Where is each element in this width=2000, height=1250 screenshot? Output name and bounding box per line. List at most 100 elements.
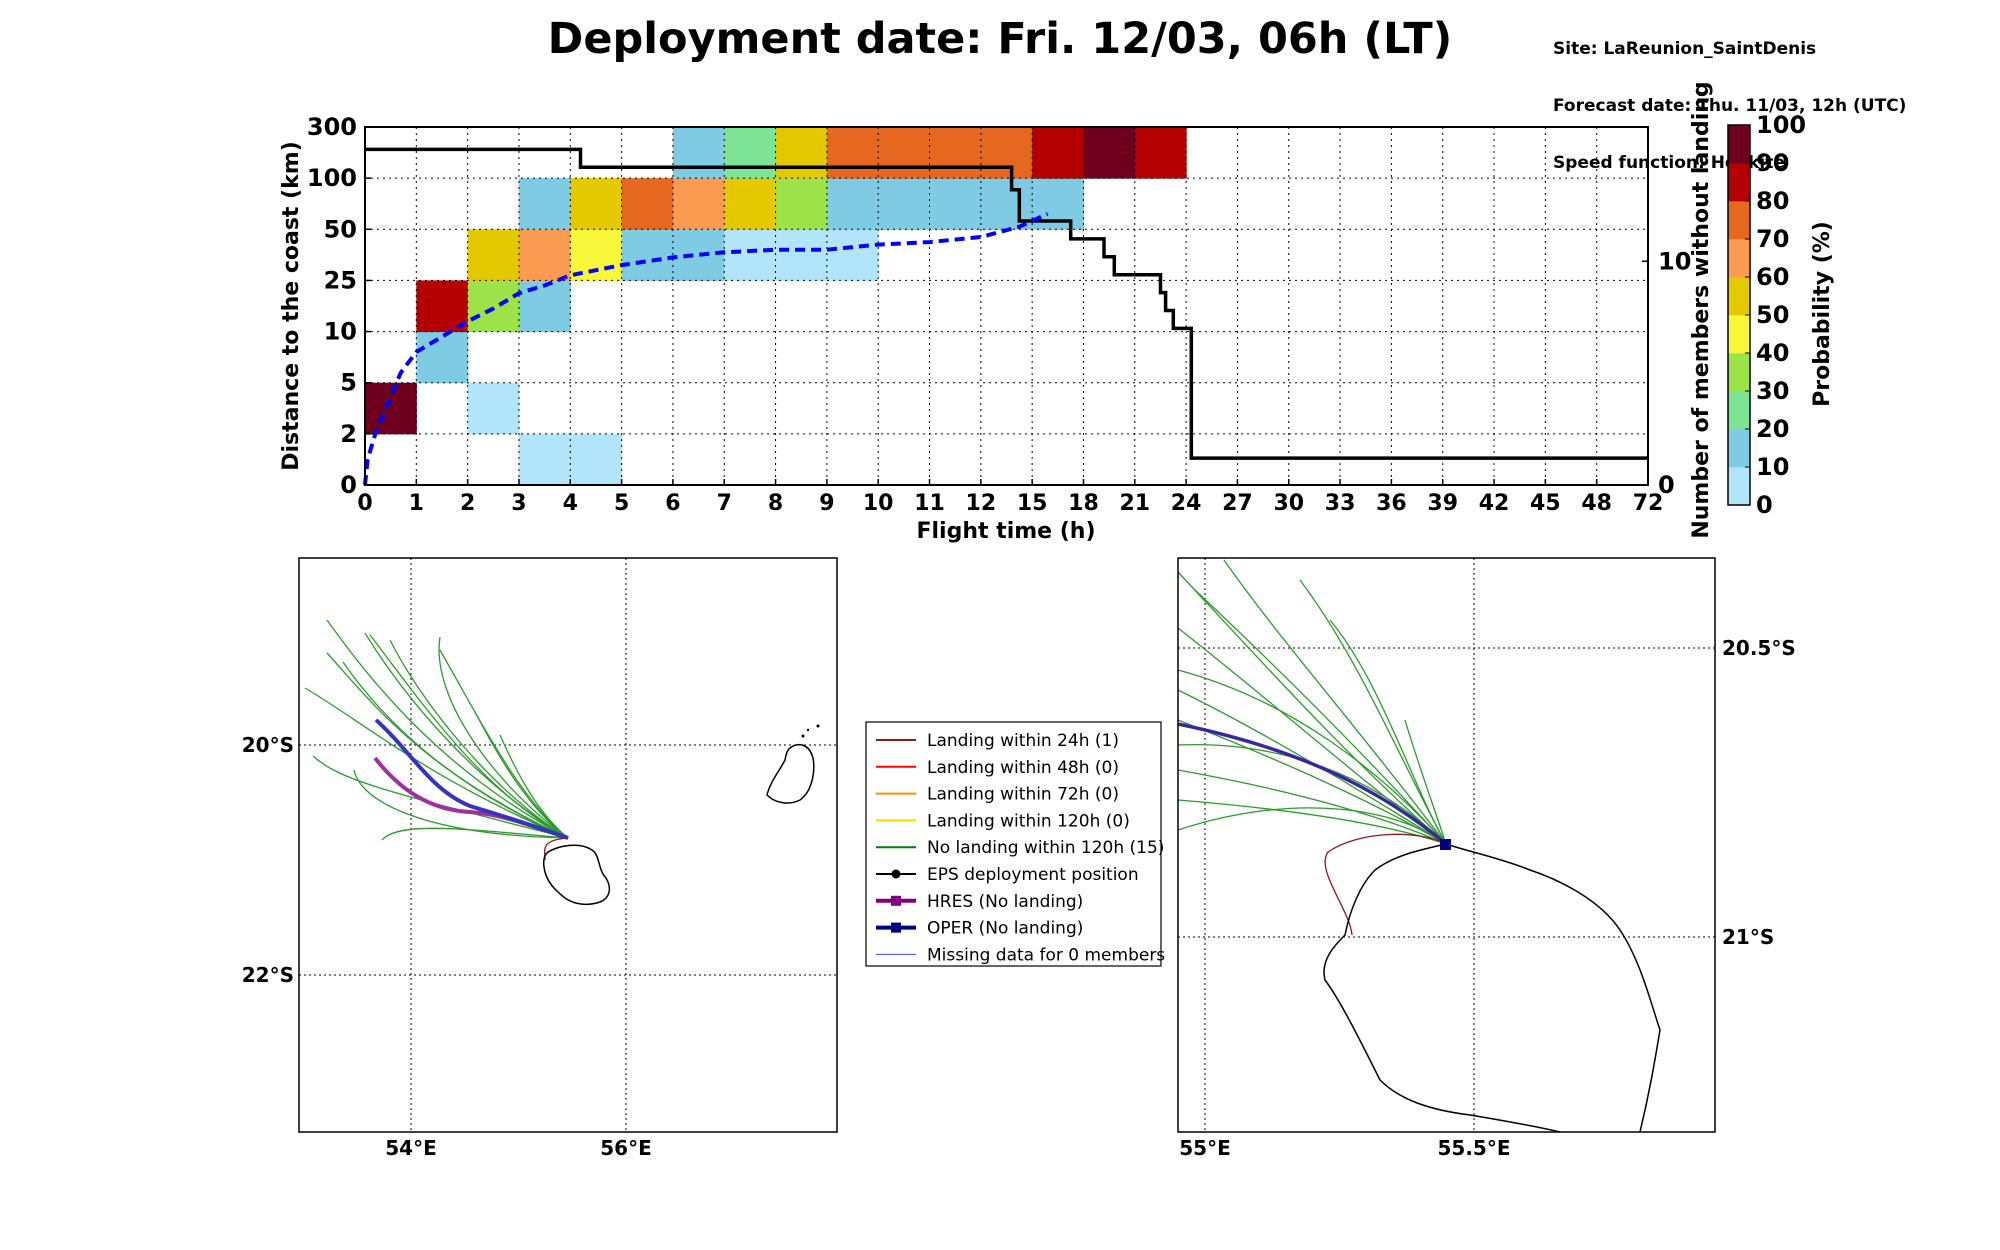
y-axis-label: Distance to the coast (km)	[279, 141, 304, 471]
legend-label: HRES (No landing)	[927, 892, 1083, 912]
legend-frame	[865, 721, 1162, 967]
heatmap-frame	[364, 126, 1649, 486]
x-tick-label: 15	[1017, 491, 1048, 516]
heatmap-grid	[365, 127, 1648, 485]
lon-tick-55: 55°E	[1179, 1136, 1231, 1160]
colorbar-tick-label: 0	[1756, 491, 1773, 519]
x-tick-label: 6	[665, 491, 680, 516]
colorbar-swatch	[1728, 467, 1750, 506]
heatmap-cell	[570, 178, 623, 230]
heatmap-cell	[724, 127, 777, 179]
heatmap-cell	[775, 229, 828, 281]
heatmap-cell	[416, 331, 469, 384]
landing-track	[544, 837, 569, 861]
zoom-ensemble-tracks	[1177, 559, 1447, 845]
heatmap-cell	[621, 178, 674, 230]
heatmap-cell	[775, 127, 828, 179]
legend-item: Landing within 48h (0)	[876, 758, 1119, 778]
lat-tick-22: 22°S	[242, 963, 294, 987]
legend-marker	[891, 895, 901, 906]
colorbar-swatch	[1728, 277, 1750, 316]
heatmap-cells	[365, 127, 1187, 486]
legend-item: Missing data for 0 members	[876, 945, 1165, 965]
heatmap-cell	[929, 178, 982, 230]
colorbar-swatch	[1728, 391, 1750, 430]
zoom-reunion-island	[1323, 843, 1661, 1133]
x-tick-label: 7	[717, 491, 732, 516]
legend-label: Landing within 120h (0)	[927, 811, 1130, 831]
heatmap-x-ticks: 0 1 2 3 4 5 6 7 8 9 10 11 12 15 18 21 24 27 30 33 36 39 42 45 48…	[357, 479, 1663, 516]
x-tick-label: 42	[1479, 491, 1510, 516]
lon-tick-55-5: 55.5°E	[1437, 1136, 1510, 1160]
colorbar-swatch	[1728, 239, 1750, 278]
legend-label: Landing within 48h (0)	[927, 758, 1119, 778]
colorbar-tick-label: 10	[1756, 453, 1789, 481]
heatmap-cell	[518, 229, 571, 281]
x-axis-label: Flight time (h)	[916, 519, 1095, 544]
heatmap-cell	[1032, 127, 1084, 179]
x-tick-label: 45	[1530, 491, 1561, 516]
heatmap-cell	[775, 178, 828, 230]
heatmap-cell	[826, 229, 879, 281]
heatmap-cell	[518, 280, 571, 333]
lon-tick-54: 54°E	[385, 1136, 437, 1160]
forecast-info: Site: LaReunion_SaintDenis Forecast date…	[1553, 2, 1906, 192]
page-title: Deployment date: Fri. 12/03, 06h (LT)	[547, 14, 1453, 64]
zoom-hres-track	[1177, 722, 1448, 846]
colorbar-tick-label: 70	[1756, 225, 1789, 253]
zoom-oper-track	[1177, 722, 1447, 846]
x-tick-label: 39	[1427, 491, 1458, 516]
heatmap-y2-ticks: 0 10	[1642, 247, 1691, 499]
legend-marker	[891, 869, 901, 879]
site-label: Site: LaReunion_SaintDenis	[1553, 39, 1817, 59]
heatmap-cell	[621, 229, 674, 281]
heatmap-series	[363, 147, 1648, 486]
heatmap-cell	[1134, 127, 1187, 179]
heatmap-cell	[467, 229, 520, 281]
x-tick-label: 4	[563, 491, 578, 516]
colorbar-swatch	[1728, 315, 1750, 354]
deployment-marker	[1440, 839, 1451, 850]
lat-tick-20: 20°S	[242, 733, 294, 757]
heatmap-cell	[365, 382, 417, 435]
x-tick-label: 72	[1633, 491, 1664, 516]
zoom-landing-track	[1324, 833, 1447, 936]
x-tick-label: 10	[863, 491, 894, 516]
y-tick-label: 0	[340, 471, 357, 499]
mauritius-island	[766, 743, 815, 804]
x-tick-label: 21	[1119, 491, 1150, 516]
colorbar-tick-label: 40	[1756, 339, 1789, 367]
heatmap-cell	[672, 178, 725, 230]
y-tick-label: 25	[324, 266, 357, 294]
colorbar-tick-label: 50	[1756, 301, 1789, 329]
heatmap-cell	[570, 433, 623, 486]
x-tick-label: 2	[460, 491, 475, 516]
heatmap-cell	[724, 229, 777, 281]
lon-tick-56: 56°E	[600, 1136, 652, 1160]
heatmap-cell	[826, 178, 879, 230]
x-tick-label: 48	[1581, 491, 1612, 516]
colorbar-swatch	[1728, 353, 1750, 392]
lat-tick-21: 21°S	[1722, 925, 1774, 949]
median-distance-line	[363, 212, 1049, 486]
heatmap-cell	[467, 280, 520, 333]
y-tick-label: 50	[324, 215, 357, 243]
legend-item: HRES (No landing)	[876, 892, 1083, 912]
heatmap-cell	[826, 127, 879, 179]
heatmap-cell	[878, 127, 931, 179]
x-tick-label: 27	[1222, 491, 1253, 516]
heatmap-cell	[724, 178, 777, 230]
x-tick-label: 0	[357, 491, 372, 516]
colorbar-tick-label: 20	[1756, 415, 1789, 443]
zoom-map: 55°E 55.5°E 20.5°S 21°S	[1177, 557, 1796, 1160]
legend-item: Landing within 72h (0)	[876, 785, 1119, 805]
forecast-date-label: Forecast date: Thu. 11/03, 12h (UTC)	[1553, 96, 1907, 116]
heatmap-cell	[672, 229, 725, 281]
legend-label: EPS deployment position	[927, 865, 1139, 885]
x-tick-label: 5	[614, 491, 629, 516]
y-tick-label: 2	[340, 420, 357, 448]
y-tick-label: 300	[307, 113, 357, 141]
colorbar-tick-label: 90	[1756, 149, 1789, 177]
colorbar-swatch	[1728, 201, 1750, 240]
colorbar-tick-label: 30	[1756, 377, 1789, 405]
